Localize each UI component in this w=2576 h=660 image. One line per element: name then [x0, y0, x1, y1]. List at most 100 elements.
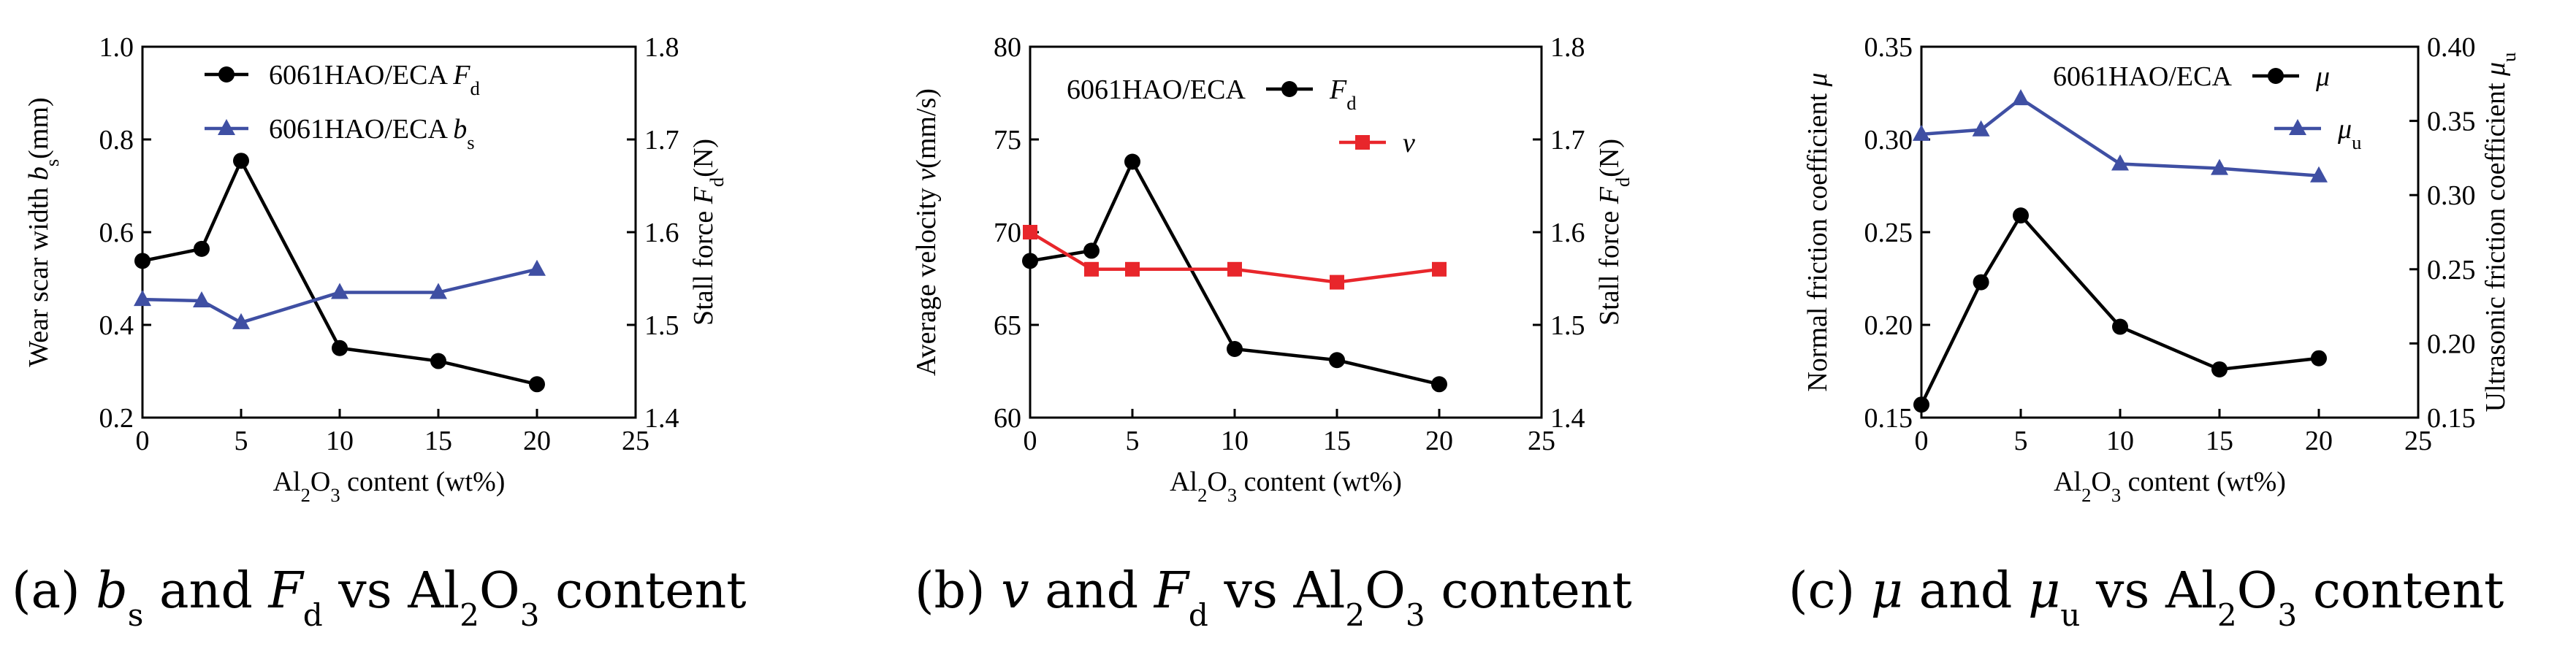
y-right-axis-label: Stall force Fd(N)	[688, 139, 728, 326]
series-2	[134, 259, 546, 329]
data-point	[1913, 124, 1930, 141]
x-axis-label: Al2O3 content (wt%)	[1170, 467, 1402, 506]
data-point	[1972, 120, 1990, 137]
y-left-tick-label: 0.2	[99, 403, 134, 434]
legend-label: Fd	[1329, 74, 1357, 114]
x-tick-label: 25	[622, 426, 649, 456]
data-point	[1432, 261, 1447, 277]
y-left-tick-label: 0.15	[1864, 403, 1913, 434]
x-tick-label: 5	[1126, 426, 1140, 456]
y-right-tick-label: 1.7	[1550, 125, 1585, 156]
y-left-tick-label: 0.6	[99, 218, 134, 248]
data-point	[528, 259, 546, 276]
x-tick-label: 15	[424, 426, 452, 456]
y-left-tick-label: 0.8	[99, 125, 134, 156]
data-point	[232, 312, 250, 329]
data-point	[2311, 350, 2327, 367]
data-point	[430, 283, 447, 299]
data-point	[1431, 376, 1447, 393]
data-point	[233, 153, 249, 169]
y-left-tick-label: 1.0	[99, 32, 134, 63]
y-right-tick-label: 1.8	[644, 32, 679, 63]
y-left-tick-label: 0.30	[1864, 125, 1913, 156]
chart-panel-a: 0 5 10 15 20 25 0.2 0.4 0.6 0.8 1.0 1.4 1.5 1.6 1.7 1.8…	[12, 32, 747, 633]
series-1	[1022, 153, 1447, 393]
chart-panel-c: 0 5 10 15 20 250.150.200.250.300.350.150.200.…	[1788, 32, 2520, 633]
y-left-tick-label: 0.25	[1864, 218, 1913, 248]
data-point	[1023, 225, 1037, 239]
legend-marker	[2289, 119, 2306, 135]
data-point	[529, 376, 545, 393]
y-left-tick-label: 75	[994, 125, 1021, 156]
data-point	[193, 291, 210, 307]
y-left-axis-label: Normal friction coefficient μ	[1802, 72, 1833, 391]
y-left-tick-label: 80	[994, 32, 1021, 63]
y-right-tick-label: 1.6	[1550, 218, 1585, 248]
legend-label: 6061HAO/ECA bs	[269, 114, 475, 153]
series-2	[1023, 225, 1447, 290]
data-point	[1329, 352, 1345, 369]
x-tick-label: 0	[1024, 426, 1037, 456]
data-point	[1227, 261, 1242, 277]
legend-label: 6061HAO/ECA Fd	[269, 60, 480, 99]
data-point	[134, 253, 150, 269]
legend-label: μu	[2337, 114, 2361, 153]
panel-caption: (c) μ and μu vs Al2O3 content	[1788, 562, 2504, 633]
chart-panel-b: 0 5 10 15 20 25 60 65 70 75 80 1.4 1.5 1.6 1.7 1.8 Al2O3…	[911, 32, 1634, 633]
legend-marker	[1281, 81, 1297, 97]
y-left-axis-label: Average velocity v(mm/s)	[911, 88, 942, 376]
y-right-tick-label: 0.35	[2427, 107, 2476, 137]
plot-frame	[1920, 45, 2420, 419]
x-tick-label: 20	[1425, 426, 1453, 456]
legend-entry: 6061HAO/ECA Fd	[205, 60, 480, 99]
data-point	[2211, 361, 2228, 377]
data-point	[2211, 158, 2228, 175]
y-right-tick-label: 0.15	[2427, 403, 2476, 434]
data-point	[1022, 253, 1038, 269]
x-tick-label: 25	[1528, 426, 1555, 456]
y-left-tick-label: 0.35	[1864, 32, 1913, 63]
data-point	[1330, 275, 1344, 290]
x-tick-label: 5	[2014, 426, 2028, 456]
y-left-axis-label: Wear scar width bs(mm)	[23, 97, 63, 367]
series-1	[1913, 207, 2327, 413]
y-right-axis-label: Stall force Fd(N)	[1594, 139, 1634, 326]
series-line	[1029, 158, 1440, 386]
plot-frame	[141, 45, 637, 419]
data-point	[2013, 207, 2029, 224]
y-right-tick-label: 0.20	[2427, 329, 2476, 359]
data-point	[2112, 318, 2128, 335]
data-point	[1083, 242, 1100, 259]
y-right-tick-label: 0.40	[2427, 32, 2476, 63]
y-right-axis-label: Ultrasonic friction coefficient μu	[2480, 53, 2520, 412]
y-right-tick-label: 1.8	[1550, 32, 1585, 63]
x-tick-label: 15	[1323, 426, 1351, 456]
data-point	[1125, 261, 1140, 277]
x-tick-label: 25	[2404, 426, 2432, 456]
series-1	[134, 153, 545, 393]
legend-marker	[218, 66, 235, 82]
y-left-tick-label: 60	[994, 403, 1021, 434]
x-tick-label: 5	[235, 426, 248, 456]
y-right-tick-label: 0.25	[2427, 255, 2476, 285]
legend-entry: 6061HAO/ECA bs	[205, 114, 475, 153]
legend-marker	[2268, 68, 2284, 84]
x-tick-label: 15	[2206, 426, 2233, 456]
data-point	[2310, 166, 2328, 183]
y-right-tick-label: 1.4	[1550, 403, 1585, 434]
data-point	[1124, 153, 1140, 170]
y-right-tick-label: 1.7	[644, 125, 679, 156]
panel-caption: (b) v and Fd vs Al2O3 content	[915, 562, 1632, 633]
y-left-tick-label: 65	[994, 310, 1021, 341]
data-point	[2012, 89, 2030, 106]
x-tick-label: 10	[1221, 426, 1249, 456]
data-point	[331, 283, 348, 299]
legend-name: 6061HAO/ECA	[2053, 61, 2232, 92]
series-line	[1919, 212, 2320, 406]
data-point	[332, 339, 348, 356]
x-tick-label: 0	[136, 426, 150, 456]
y-left-tick-label: 0.4	[99, 310, 134, 341]
data-point	[1084, 261, 1099, 277]
